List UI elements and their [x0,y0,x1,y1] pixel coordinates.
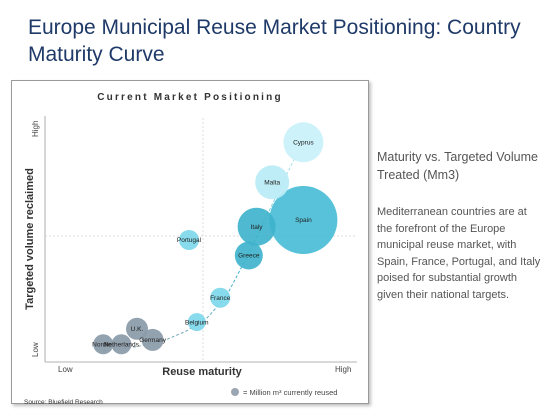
bubble-label: Spain [295,217,312,224]
bubble-greece: Greece [234,241,263,270]
page-title: Europe Municipal Reuse Market Positionin… [28,16,521,66]
bubble-circle [187,313,206,332]
bubble-label: Italy [251,224,264,231]
legend-bubble-icon [231,388,239,396]
bubble-label: Greece [238,253,260,260]
y-tick-low: Low [31,342,40,357]
bubble-france: France [210,287,231,308]
bubble-circle [141,328,164,351]
bubble-malta: Malta [255,165,290,200]
bubble-label: Portugal [177,237,202,244]
bubble-cyprus: Cyprus [283,122,324,163]
x-tick-high: High [335,365,351,374]
bubble-label: Germany [139,337,166,344]
bubble-circle [269,186,338,254]
bubble-label: Netherlands [104,342,140,349]
bubble-label: Cyprus [293,140,314,147]
bubble-u-k: U.K. [126,317,148,340]
bubble-germany: Germany [139,328,167,351]
x-axis-title: Reuse maturity [162,366,242,378]
chart-title: Current Market Positioning [97,92,283,103]
bubble-circle [126,317,148,340]
bubble-circle [255,165,290,200]
bubble-label: Malta [264,180,280,187]
bubble-circle [210,287,231,308]
maturity-chart: Current Market Positioning Spain Cyprus It… [24,92,357,397]
bubble-netherlands: Netherlands [104,334,140,355]
y-tick-high: High [31,121,40,137]
y-axis-title: Targeted volume reclaimed [24,168,36,310]
bubble-belgium: Belgium [185,313,209,332]
bubble-spain: Spain [269,186,338,254]
bubble-portugal: Portugal [177,230,202,250]
bubble-label: U.K. [131,326,144,333]
bubble-label: Belgium [185,319,208,326]
bubble-circle [179,230,199,250]
bubble-layer: Spain Cyprus Italy Malta Greece U.K. Germany No… [92,122,338,355]
bubble-circle [111,334,132,355]
bubble-circle [93,334,114,355]
side-panel-heading: Maturity vs. Targeted Volume Treated (Mm… [377,150,538,182]
bubble-italy: Italy [237,207,276,246]
bubble-label: Nordics [92,342,115,349]
bubble-circle [234,241,263,270]
source-note: Source: Bluefield Research [24,399,103,406]
bubble-circle [283,122,324,163]
bubble-circle [237,207,276,246]
chart-panel: Current Market Positioning Spain Cyprus It… [11,80,369,404]
bubble-nordics: Nordics [92,334,115,355]
bubble-label: France [210,295,231,302]
legend-text: = Million m³ currently reused [243,388,337,397]
side-panel-description: Mediterranean countries are at the foref… [377,206,541,301]
x-tick-low: Low [58,365,73,374]
